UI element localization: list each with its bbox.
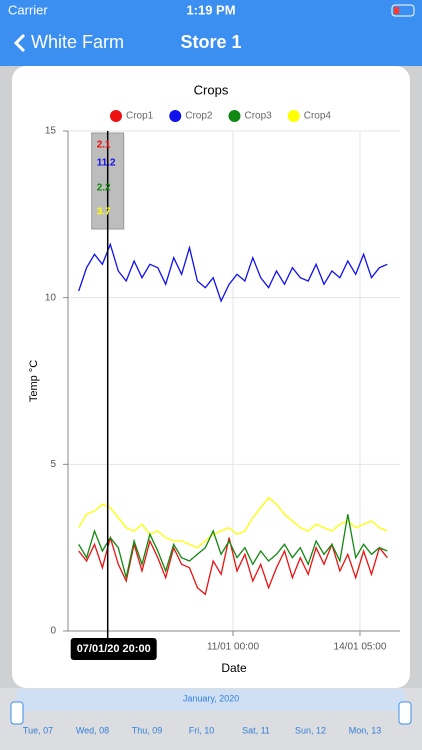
clock: 1:19 PM [186,2,235,17]
plot: Crop1 Crop2 Crop3 Crop4 0 5 10 15 11/01 00:00 14/… [45,110,400,660]
legend-marker [228,110,241,122]
legend-label: Crop3 [245,111,273,122]
legend-label: Crop2 [185,111,213,122]
x-tick-label: 14/01 05:00 [334,642,387,653]
tooltip-value: 11.2 [97,158,116,169]
y-tick-label: 0 [50,626,56,637]
legend-label: Crop1 [126,111,154,122]
carrier: Carrier [8,2,48,17]
legend-label: Crop4 [304,111,332,122]
series-line [78,535,388,596]
range-day: Sat, 11 [242,725,270,735]
legend-marker [287,110,300,122]
range-day: Fri, 10 [189,725,215,735]
range-day: Thu, 09 [132,725,163,735]
range-day: Mon, 13 [349,725,382,735]
back-button[interactable]: White Farm [31,32,124,52]
x-tick-label: 11/01 00:00 [207,642,260,653]
nav-title: Store 1 [180,32,241,52]
series-line [78,242,388,303]
y-tick-label: 15 [45,126,57,137]
range-day: Wed, 08 [76,725,109,735]
tooltip-value: 2.1 [97,140,111,151]
tooltip-value: 3.7 [97,207,111,218]
chart-card [12,66,410,688]
range-days: Tue, 07 Wed, 08 Thu, 09 Fri, 10 Sat, 11 Sun, … [23,725,381,735]
tooltip-value: 2.2 [97,183,111,194]
range-month: January, 2020 [183,693,239,703]
range-handle-right[interactable] [398,701,412,725]
y-tick-label: 10 [45,292,57,303]
nav-bar [0,0,422,66]
series-line [78,514,388,578]
range-day: Sun, 12 [295,725,326,735]
range-day: Tue, 07 [23,725,53,735]
series-line [78,496,388,549]
battery-level [394,7,399,14]
crosshair-label-box [70,638,157,660]
battery [391,4,415,17]
range-band [17,689,405,711]
range-handle-left[interactable] [10,701,24,725]
legend-marker [110,110,122,122]
back-icon[interactable] [13,33,26,53]
chart-title: Crops [194,82,229,97]
y-axis-title: Temp °C [28,360,40,402]
x-axis-title: Date [221,661,247,675]
legend-marker [169,110,182,122]
y-tick-label: 5 [50,459,56,470]
crosshair-label: 07/01/20 20:00 [77,643,151,655]
